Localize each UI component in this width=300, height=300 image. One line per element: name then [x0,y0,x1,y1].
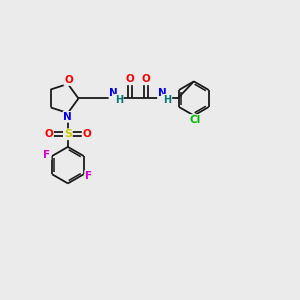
Text: S: S [64,129,72,139]
Text: N: N [158,88,167,98]
Text: O: O [142,74,151,84]
Text: O: O [126,74,134,84]
Text: F: F [44,150,51,160]
Text: N: N [64,112,72,122]
Text: O: O [64,75,73,85]
Text: H: H [163,94,171,105]
Text: N: N [110,88,118,98]
Text: O: O [82,129,91,139]
Text: H: H [115,94,123,105]
Text: F: F [85,171,92,181]
Text: Cl: Cl [190,115,201,125]
Text: O: O [44,129,53,139]
